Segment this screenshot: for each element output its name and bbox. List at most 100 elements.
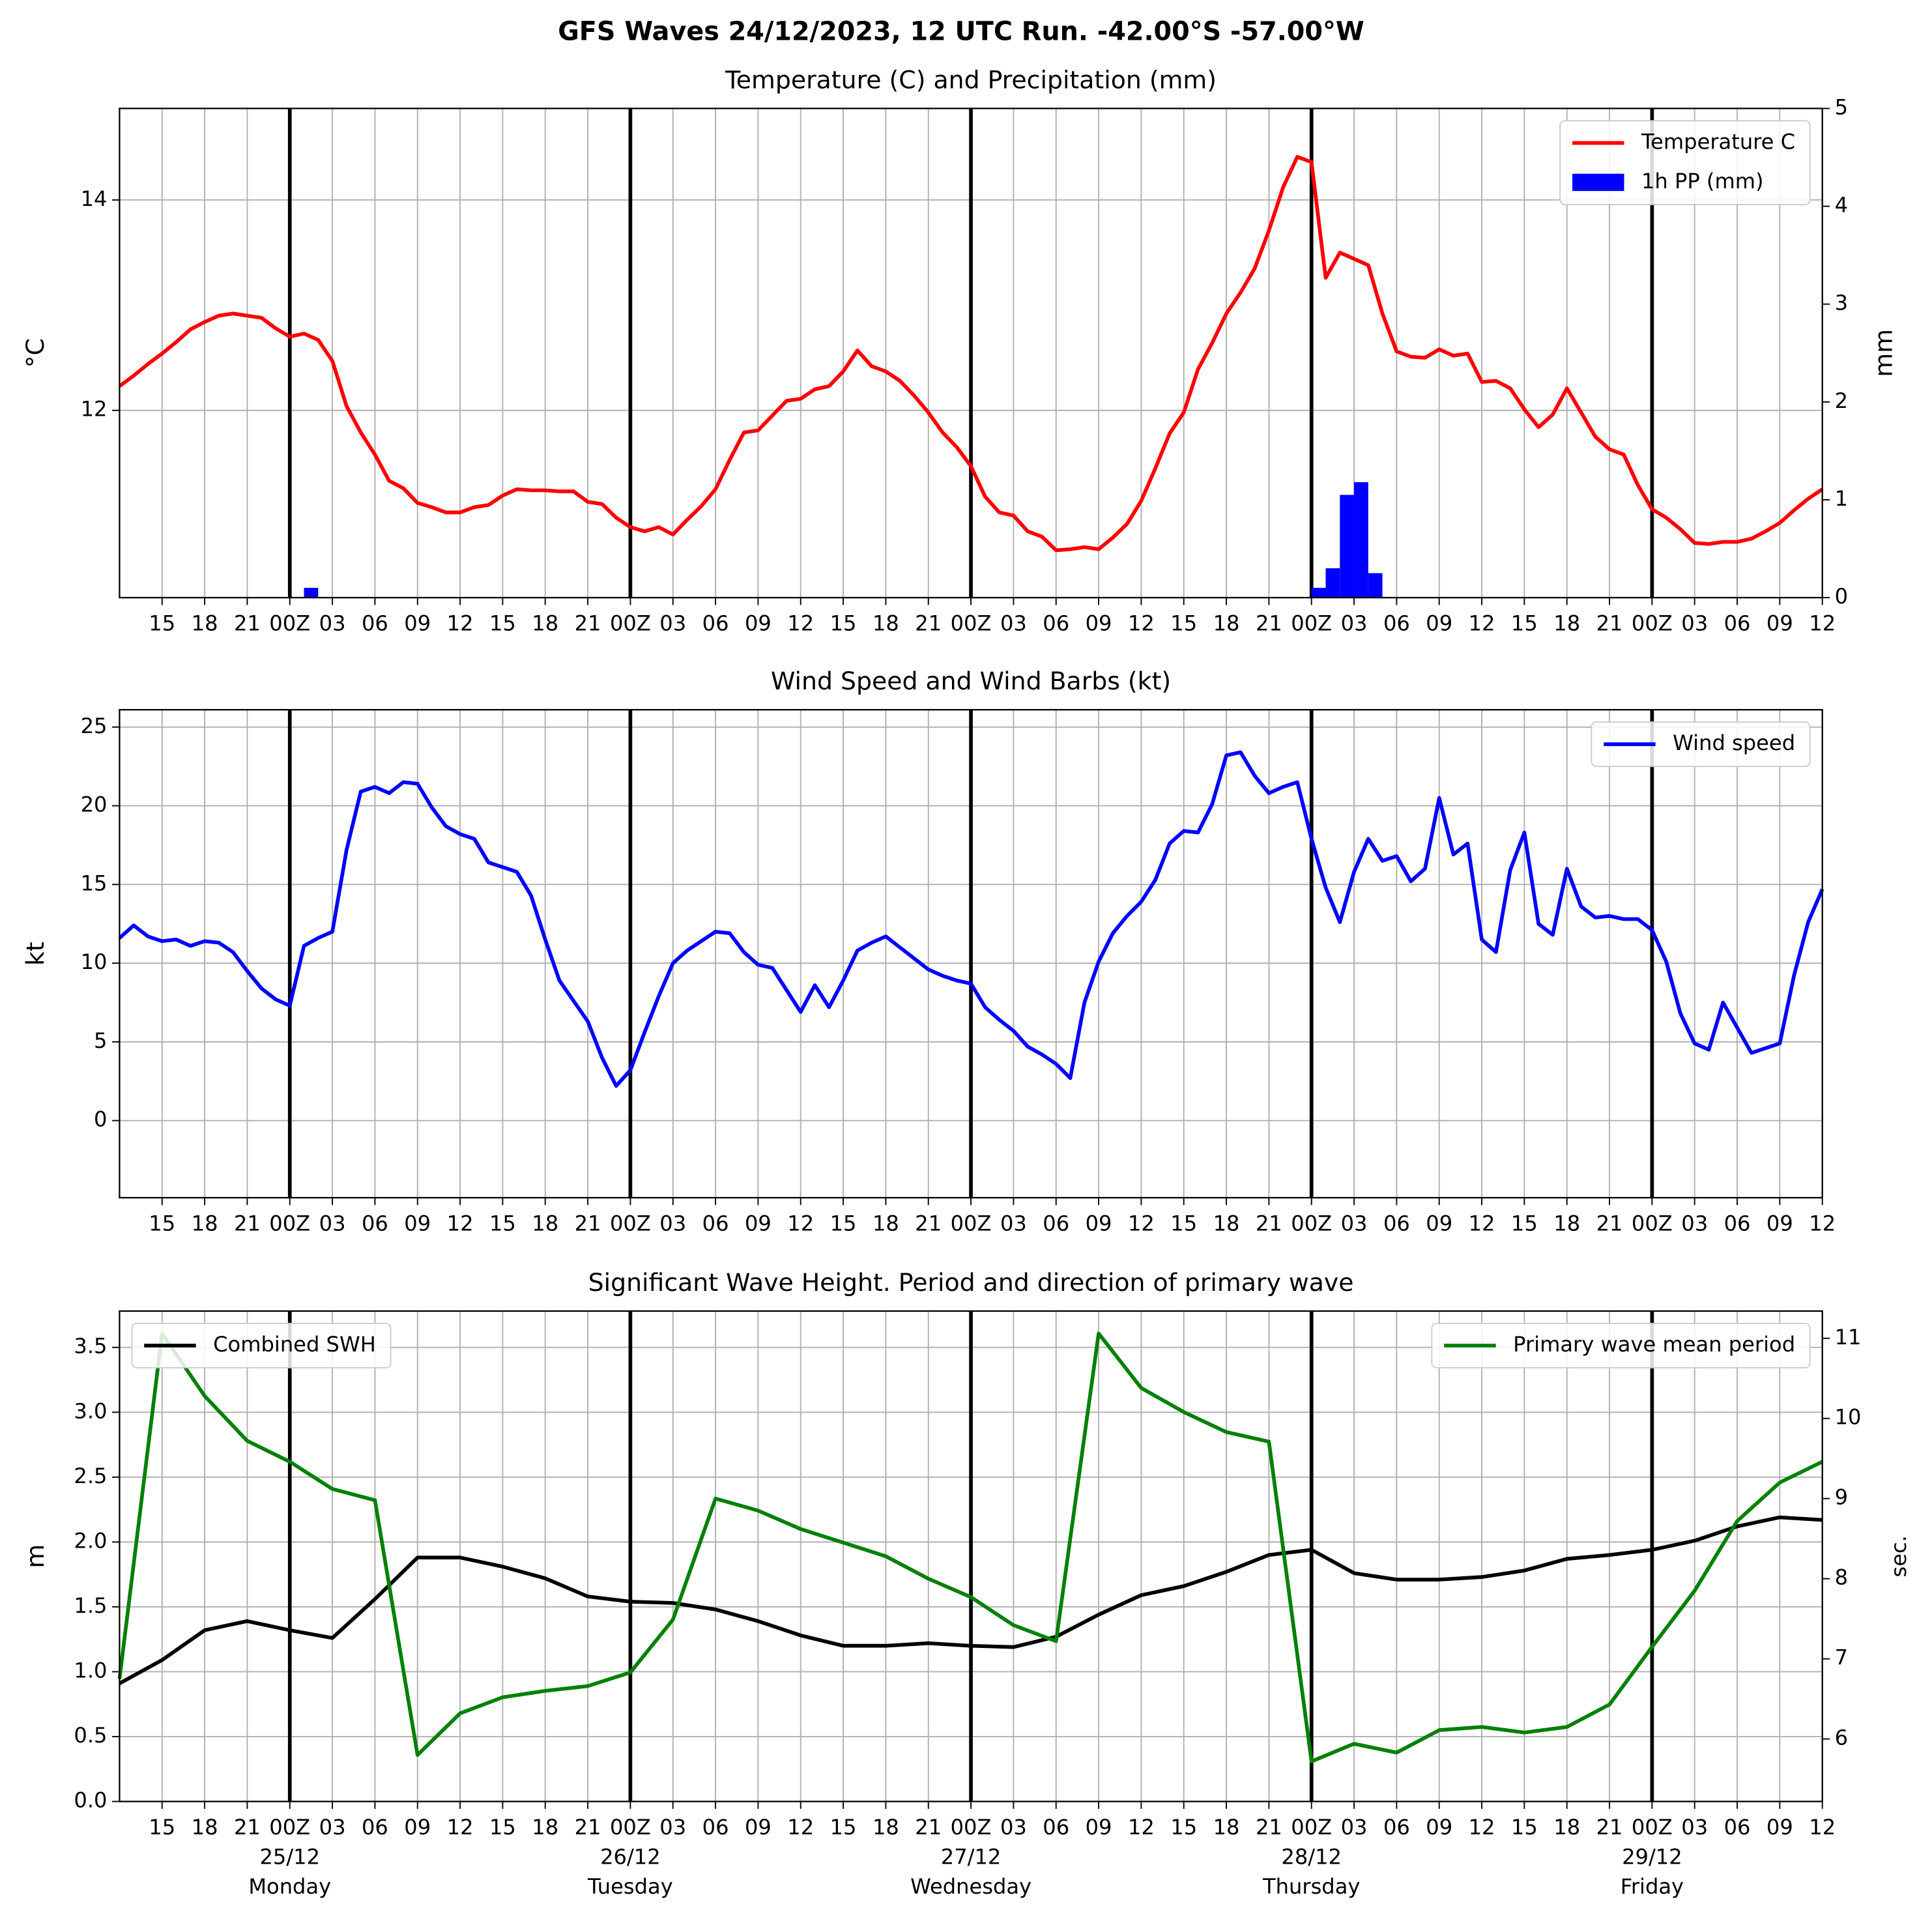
legend-label: Combined SWH [213,1332,376,1357]
x-tick-label: 18 [192,611,218,636]
data-line [118,750,1824,1088]
x-tick-label: 15 [830,1211,857,1236]
data-line [119,1515,1823,1685]
x-tick-label: 03 [1341,1211,1368,1236]
x-tick-label: 03 [319,1815,346,1840]
y-tick-label: 1.5 [74,1593,107,1618]
x-tick-label: 21 [1256,611,1282,636]
figure-title: GFS Waves 24/12/2023, 12 UTC Run. -42.00… [558,17,1364,47]
plot-frame [119,108,1823,599]
x-tick-label: 21 [234,611,261,636]
x-tick-label: 09 [404,1211,431,1236]
bar [1354,482,1368,598]
x-tick-label: 09 [404,1815,431,1840]
x-tick-label: 12 [1809,1211,1836,1236]
data-line [118,154,1824,553]
x-tick-label: 09 [745,611,771,636]
x-tick-label: 03 [1341,1815,1368,1840]
x-tick-label: 21 [915,1211,942,1236]
y2-tick-label: 4 [1835,193,1848,218]
x-tick-label: 00Z [1632,1211,1673,1236]
bar [1368,573,1383,598]
y-tick-label: 2.5 [74,1464,107,1488]
legend-box [1591,721,1811,768]
y-tick-label: 12 [81,397,108,422]
x-tick-label: 21 [1596,1815,1623,1840]
x-tick-label: 12 [787,1211,814,1236]
x-tick-label: 06 [362,611,388,636]
x-tick-label: 12 [1128,611,1155,636]
x-tick-label: 12 [787,1815,814,1840]
x-tick-label: 00Z [951,1815,992,1840]
x-tick-label: 21 [1596,611,1623,636]
plot-frame [119,709,1823,1199]
x-tick-label: 15 [830,611,857,636]
x-tick-label: 03 [319,611,346,636]
y-tick-label: 0 [94,1107,107,1132]
date-label: 29/12 [1622,1845,1682,1870]
x-tick-label: 12 [1809,1815,1836,1840]
bar [304,588,319,598]
y-tick-label: 3.0 [74,1398,107,1423]
legend-label: Primary wave mean period [1513,1332,1795,1357]
y-axis-label: °C [21,338,50,368]
legend-swatch [1572,173,1624,192]
date-label: 26/12 [600,1845,661,1870]
x-tick-label: 00Z [269,1211,310,1236]
x-tick-label: 09 [404,611,431,636]
x-tick-label: 00Z [269,611,310,636]
x-tick-label: 06 [1383,1211,1410,1236]
x-tick-label: 21 [915,611,942,636]
x-tick-label: 15 [1511,611,1538,636]
x-tick-label: 12 [1809,611,1836,636]
x-tick-label: 21 [234,1211,261,1236]
x-tick-label: 03 [659,1815,686,1840]
x-tick-label: 18 [1213,1815,1240,1840]
x-tick-label: 03 [1341,611,1368,636]
x-tick-label: 00Z [1291,1815,1332,1840]
x-tick-label: 09 [1426,1211,1452,1236]
y2-tick-label: 1 [1835,486,1848,511]
legend: Wind speed [1591,721,1811,768]
x-tick-label: 09 [1426,611,1452,636]
x-tick-label: 21 [1596,1211,1623,1236]
x-tick-label: 15 [1511,1815,1538,1840]
y-tick-label: 14 [81,186,108,211]
x-tick-label: 21 [1256,1211,1282,1236]
x-tick-label: 21 [234,1815,261,1840]
x-tick-label: 03 [1681,611,1708,636]
x-tick-label: 06 [362,1815,388,1840]
legend-label: Wind speed [1673,730,1795,755]
x-tick-label: 18 [1553,1211,1580,1236]
x-tick-label: 21 [575,1211,601,1236]
date-label: 28/12 [1281,1845,1342,1870]
y-tick-label: 25 [81,714,108,738]
x-tick-label: 12 [1469,1211,1495,1236]
y-tick-label: 0.0 [74,1788,107,1813]
x-tick-label: 03 [1681,1815,1708,1840]
x-tick-label: 15 [149,1211,175,1236]
x-tick-label: 21 [575,611,601,636]
x-tick-label: 15 [1511,1211,1538,1236]
x-tick-label: 09 [1086,1211,1112,1236]
x-tick-label: 15 [830,1815,857,1840]
x-tick-label: 00Z [951,611,992,636]
x-tick-label: 00Z [1632,1815,1673,1840]
x-tick-label: 15 [489,611,516,636]
y2-tick-label: 0 [1835,584,1848,609]
date-label: 25/12 [259,1845,320,1870]
x-tick-label: 18 [532,611,558,636]
y2-tick-label: 9 [1835,1485,1848,1510]
x-tick-label: 03 [1000,611,1027,636]
x-tick-label: 18 [872,611,899,636]
x-tick-label: 03 [659,611,686,636]
y-tick-label: 2.0 [74,1528,107,1553]
x-tick-label: 12 [1128,1815,1155,1840]
chart-title: Wind Speed and Wind Barbs (kt) [771,667,1171,695]
legend-label: 1h PP (mm) [1641,169,1764,194]
legend-box [1431,1322,1811,1368]
x-tick-label: 09 [1426,1815,1452,1840]
x-tick-label: 18 [872,1211,899,1236]
x-tick-label: 03 [1000,1815,1027,1840]
